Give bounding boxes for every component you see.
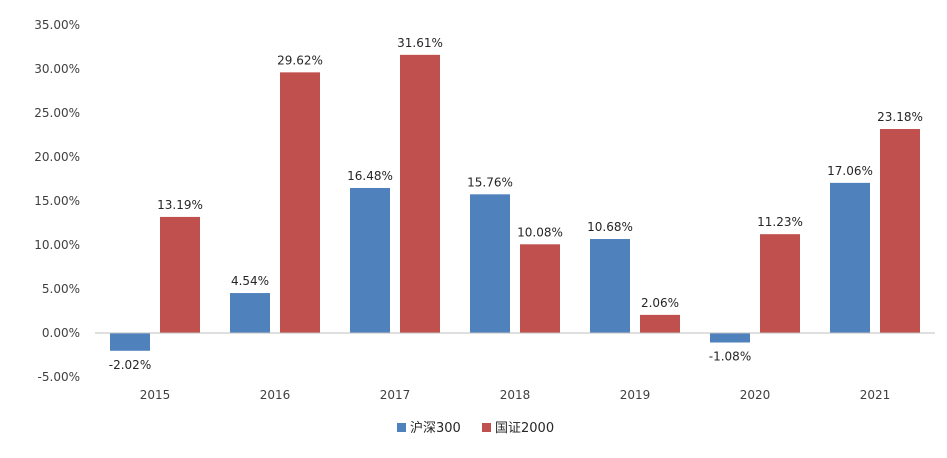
data-label: 4.54% — [231, 274, 269, 288]
bar-hs300-2020 — [710, 333, 750, 343]
y-tick-label: 10.00% — [34, 238, 80, 252]
data-label: 16.48% — [347, 169, 393, 183]
data-label: 13.19% — [157, 198, 203, 212]
legend: 沪深300 国证2000 — [397, 420, 554, 436]
bar-gz2000-2018 — [520, 244, 560, 333]
y-tick-label: 30.00% — [34, 62, 80, 76]
bar-gz2000-2021 — [880, 129, 920, 333]
data-label: -2.02% — [109, 358, 151, 372]
data-label: 10.08% — [517, 225, 563, 239]
bar-gz2000-2019 — [640, 314, 680, 333]
y-tick-label: 35.00% — [34, 18, 80, 32]
bar-hs300-2015 — [110, 333, 150, 351]
bar-gz2000-2020 — [760, 234, 800, 333]
data-label: 15.76% — [467, 175, 513, 189]
bar-gz2000-2016 — [280, 72, 320, 334]
data-label: 2.06% — [641, 296, 679, 310]
bar-gz2000-2015 — [160, 216, 200, 333]
x-tick-label: 2020 — [740, 388, 771, 402]
x-tick-label: 2019 — [620, 388, 651, 402]
legend-swatch — [397, 423, 406, 432]
x-axis: 2015 2016 2017 2018 2019 2020 2021 — [140, 388, 891, 402]
legend-swatch — [482, 423, 491, 432]
x-tick-label: 2016 — [260, 388, 291, 402]
data-label: 17.06% — [827, 164, 873, 178]
y-tick-label: 5.00% — [42, 282, 80, 296]
x-tick-label: 2017 — [380, 388, 411, 402]
y-tick-label: 0.00% — [42, 326, 80, 340]
bar-hs300-2019 — [590, 239, 630, 333]
data-label: 10.68% — [587, 220, 633, 234]
legend-label: 国证2000 — [495, 421, 554, 436]
bar-hs300-2021 — [830, 182, 870, 333]
bar-hs300-2018 — [470, 194, 510, 333]
bar-gz2000-2017 — [400, 54, 440, 333]
bar-hs300-2016 — [230, 293, 270, 333]
x-tick-label: 2015 — [140, 388, 171, 402]
data-label: 11.23% — [757, 215, 803, 229]
y-tick-label: 25.00% — [34, 106, 80, 120]
x-tick-label: 2021 — [860, 388, 891, 402]
y-tick-label: 20.00% — [34, 150, 80, 164]
data-label: 23.18% — [877, 110, 923, 124]
x-tick-label: 2018 — [500, 388, 531, 402]
bars-group: -2.02% 13.19% 4.54% 29.62% 16.48% 31.61% 15.76… — [109, 36, 923, 372]
y-axis: 35.00% 30.00% 25.00% 20.00% 15.00% 10.00% 5.00… — [34, 18, 80, 384]
data-label: 29.62% — [277, 53, 323, 67]
bar-hs300-2017 — [350, 187, 390, 333]
y-tick-label: 15.00% — [34, 194, 80, 208]
legend-label: 沪深300 — [410, 420, 461, 436]
y-tick-label: -5.00% — [38, 370, 80, 384]
data-label: -1.08% — [709, 350, 751, 364]
data-label: 31.61% — [397, 36, 443, 50]
